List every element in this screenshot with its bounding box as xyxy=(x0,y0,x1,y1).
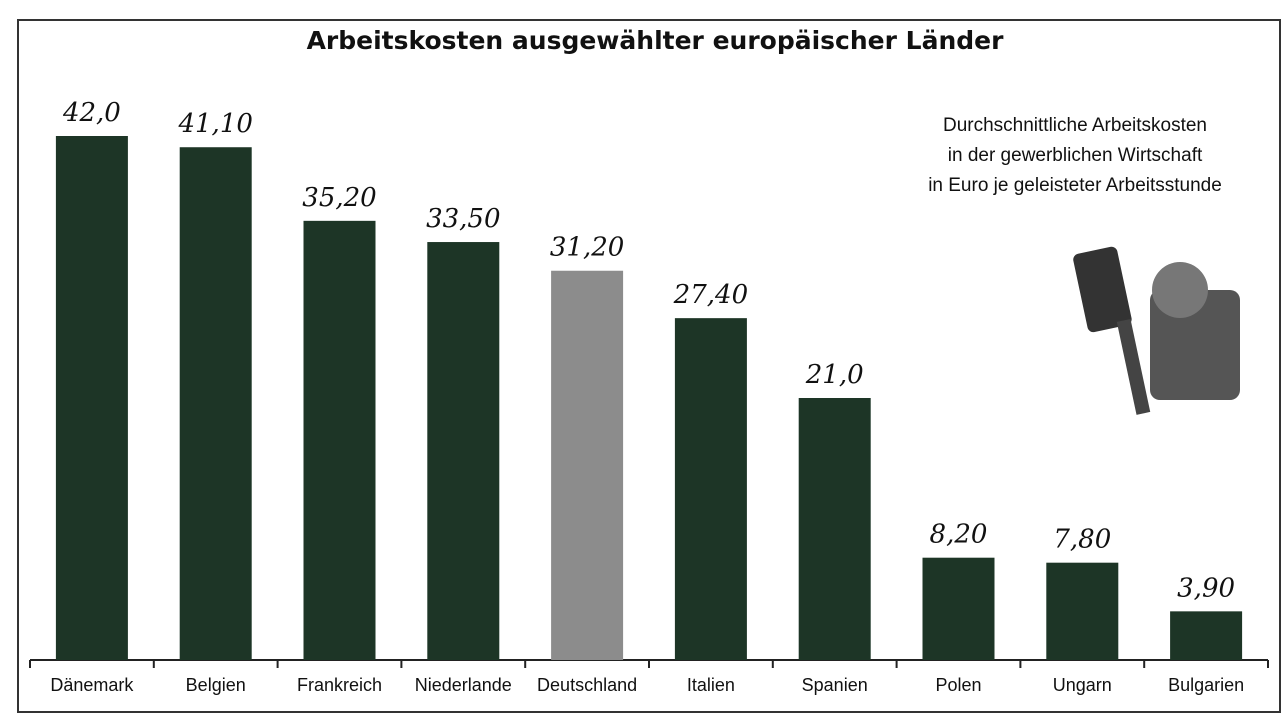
chart-title: Arbeitskosten ausgewählter europäischer … xyxy=(307,26,1005,55)
illustration xyxy=(1072,246,1240,415)
bar xyxy=(1046,563,1118,660)
value-label: 41,10 xyxy=(177,109,252,139)
bar xyxy=(675,318,747,660)
x-tick-label: Niederlande xyxy=(415,675,512,695)
bar xyxy=(551,271,623,660)
x-tick-label: Dänemark xyxy=(50,675,134,695)
bar xyxy=(799,398,871,660)
bar xyxy=(427,242,499,660)
value-label: 8,20 xyxy=(930,520,988,550)
chart: Arbeitskosten ausgewählter europäischer … xyxy=(0,0,1288,720)
value-label: 42,0 xyxy=(62,98,121,128)
value-label: 27,40 xyxy=(673,280,748,310)
x-tick-label: Belgien xyxy=(186,675,246,695)
bar xyxy=(1170,611,1242,660)
value-label: 33,50 xyxy=(426,204,500,234)
bar xyxy=(180,147,252,660)
bar xyxy=(56,136,128,660)
x-tick-label: Ungarn xyxy=(1053,675,1112,695)
x-tick-label: Spanien xyxy=(802,675,868,695)
subtitle: in Euro je geleisteter Arbeitsstunde xyxy=(928,175,1222,196)
bar xyxy=(304,221,376,660)
x-tick-label: Bulgarien xyxy=(1168,675,1244,695)
value-label: 21,0 xyxy=(805,360,864,390)
value-label: 35,20 xyxy=(302,183,376,213)
subtitle: in der gewerblichen Wirtschaft xyxy=(948,145,1203,166)
x-tick-label: Polen xyxy=(935,675,981,695)
x-tick-label: Frankreich xyxy=(297,675,382,695)
x-tick-label: Deutschland xyxy=(537,675,637,695)
value-label: 31,20 xyxy=(550,233,624,263)
x-tick-label: Italien xyxy=(687,675,735,695)
bar xyxy=(923,558,995,660)
value-label: 7,80 xyxy=(1053,525,1111,555)
subtitle: Durchschnittliche Arbeitskosten xyxy=(943,115,1207,136)
value-label: 3,90 xyxy=(1177,573,1235,603)
